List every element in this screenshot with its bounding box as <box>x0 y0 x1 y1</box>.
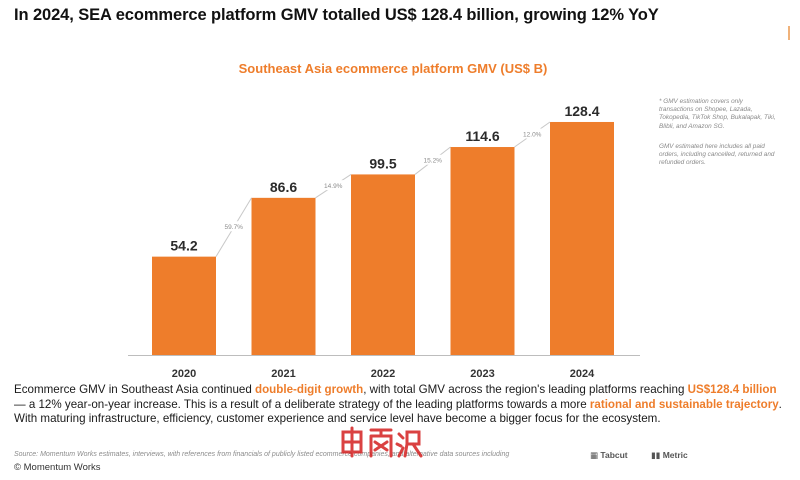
growth-label-4: 12.0% <box>523 132 542 139</box>
growth-label-bg-1 <box>221 221 246 232</box>
summary-text-3: — a 12% year-on-year increase. This is a… <box>14 397 590 411</box>
growth-label-bg-2 <box>321 180 346 191</box>
bar-2023 <box>450 147 515 355</box>
summary-text-1: Ecommerce GMV in Southeast Asia continue… <box>14 383 256 396</box>
x-tick-2023: 2023 <box>470 368 494 380</box>
summary-text-2: , with total GMV across the region's lea… <box>363 383 688 396</box>
chart-title: Southeast Asia ecommerce platform GMV (U… <box>238 61 548 76</box>
copyright: © Momentum Works <box>14 462 101 473</box>
summary-text-4: . With maturing infrastructure, efficien… <box>14 397 782 426</box>
growth-label-bg-3 <box>420 154 445 165</box>
watermark-stamp <box>341 426 423 458</box>
bar-2020 <box>152 256 216 355</box>
summary-paragraph: Ecommerce GMV in Southeast Asia continue… <box>14 383 784 427</box>
highlight-total-gmv: US$128.4 billion <box>687 383 777 396</box>
bar-2024 <box>550 121 614 355</box>
x-tick-2022: 2022 <box>371 368 395 380</box>
side-accent-mark <box>788 26 790 40</box>
value-label-2022: 99.5 <box>369 155 396 171</box>
growth-label-bg-4 <box>520 128 545 139</box>
bar-2021 <box>251 197 316 355</box>
value-label-2020: 54.2 <box>170 238 197 254</box>
growth-label-2: 14.9% <box>324 183 343 190</box>
value-label-2024: 128.4 <box>564 103 599 119</box>
metric-label: Metric <box>662 450 688 460</box>
footnote-gmv-definition: GMV estimated here includes all paid ord… <box>659 143 775 167</box>
x-tick-2020: 2020 <box>172 368 196 380</box>
source-note: Source: Momentum Works estimates, interv… <box>14 451 510 458</box>
x-tick-2021: 2021 <box>271 368 295 380</box>
x-tick-2024: 2024 <box>570 368 595 380</box>
growth-label-1: 59.7% <box>225 224 244 231</box>
value-label-2021: 86.6 <box>270 179 297 195</box>
tabcut-label: Tabcut <box>600 450 628 460</box>
tabcut-logo: ▦ Tabcut <box>590 450 628 460</box>
growth-label-3: 15.2% <box>424 158 443 165</box>
headline: In 2024, SEA ecommerce platform GMV tota… <box>14 6 659 24</box>
footnote-gmv-coverage: * GMV estimation covers only transaction… <box>659 98 776 130</box>
metric-logo: ▮▮ Metric <box>651 450 688 460</box>
bar-2022 <box>351 174 415 355</box>
highlight-double-digit-growth: double-digit growth <box>255 383 364 396</box>
highlight-trajectory: rational and sustainable trajectory <box>589 397 779 411</box>
value-label-2023: 114.6 <box>465 128 499 144</box>
